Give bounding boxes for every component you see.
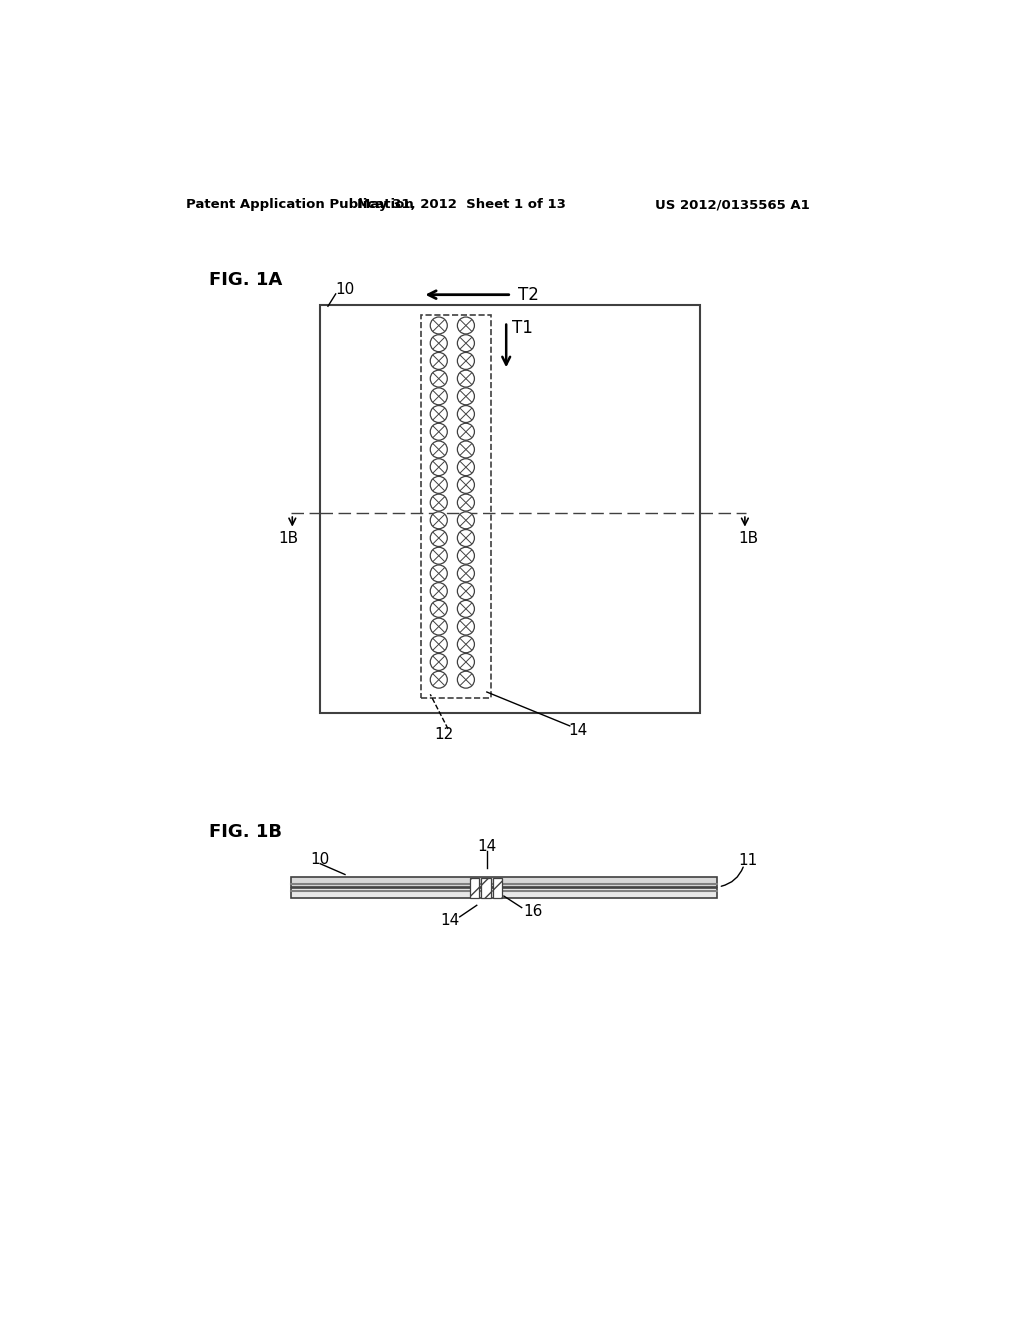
Text: FIG. 1A: FIG. 1A <box>209 271 283 289</box>
Circle shape <box>458 441 474 458</box>
Text: 14: 14 <box>440 913 459 928</box>
Circle shape <box>458 317 474 334</box>
Text: May 31, 2012  Sheet 1 of 13: May 31, 2012 Sheet 1 of 13 <box>356 198 565 211</box>
Circle shape <box>458 388 474 405</box>
Circle shape <box>458 601 474 618</box>
Circle shape <box>430 653 447 671</box>
Circle shape <box>430 636 447 653</box>
Circle shape <box>458 548 474 564</box>
Circle shape <box>430 601 447 618</box>
Bar <box>291 888 717 899</box>
Circle shape <box>458 405 474 422</box>
Circle shape <box>430 441 447 458</box>
Bar <box>470 878 479 898</box>
Text: 14: 14 <box>568 723 587 738</box>
Circle shape <box>458 477 474 494</box>
Circle shape <box>430 671 447 688</box>
Circle shape <box>458 370 474 387</box>
Text: 12: 12 <box>434 727 454 742</box>
Bar <box>321 305 700 713</box>
Circle shape <box>458 582 474 599</box>
Text: 1B: 1B <box>738 531 759 545</box>
Circle shape <box>458 494 474 511</box>
Circle shape <box>430 352 447 370</box>
Circle shape <box>458 458 474 475</box>
Circle shape <box>430 494 447 511</box>
Circle shape <box>430 424 447 441</box>
Text: T2: T2 <box>518 285 539 304</box>
Circle shape <box>458 653 474 671</box>
Circle shape <box>458 424 474 441</box>
Circle shape <box>430 618 447 635</box>
Circle shape <box>430 565 447 582</box>
Text: 10: 10 <box>310 851 330 867</box>
Circle shape <box>430 388 447 405</box>
Circle shape <box>430 405 447 422</box>
Circle shape <box>430 548 447 564</box>
Circle shape <box>458 335 474 351</box>
Bar <box>481 878 490 898</box>
Circle shape <box>458 636 474 653</box>
Circle shape <box>430 512 447 529</box>
Text: 11: 11 <box>738 853 758 869</box>
Bar <box>493 878 503 898</box>
Circle shape <box>430 370 447 387</box>
Circle shape <box>458 529 474 546</box>
Text: 1B: 1B <box>279 531 298 545</box>
Bar <box>291 876 717 887</box>
Text: FIG. 1B: FIG. 1B <box>209 824 283 841</box>
Bar <box>421 314 490 698</box>
Text: US 2012/0135565 A1: US 2012/0135565 A1 <box>655 198 810 211</box>
Text: Patent Application Publication: Patent Application Publication <box>186 198 414 211</box>
Text: T1: T1 <box>512 319 534 337</box>
Circle shape <box>430 458 447 475</box>
Circle shape <box>430 335 447 351</box>
Circle shape <box>458 512 474 529</box>
Circle shape <box>430 317 447 334</box>
Circle shape <box>430 582 447 599</box>
Circle shape <box>458 618 474 635</box>
Text: 14: 14 <box>477 838 497 854</box>
Circle shape <box>458 671 474 688</box>
Text: 10: 10 <box>336 281 355 297</box>
Circle shape <box>458 565 474 582</box>
Circle shape <box>430 529 447 546</box>
Circle shape <box>458 352 474 370</box>
Text: 16: 16 <box>523 904 543 919</box>
Circle shape <box>430 477 447 494</box>
